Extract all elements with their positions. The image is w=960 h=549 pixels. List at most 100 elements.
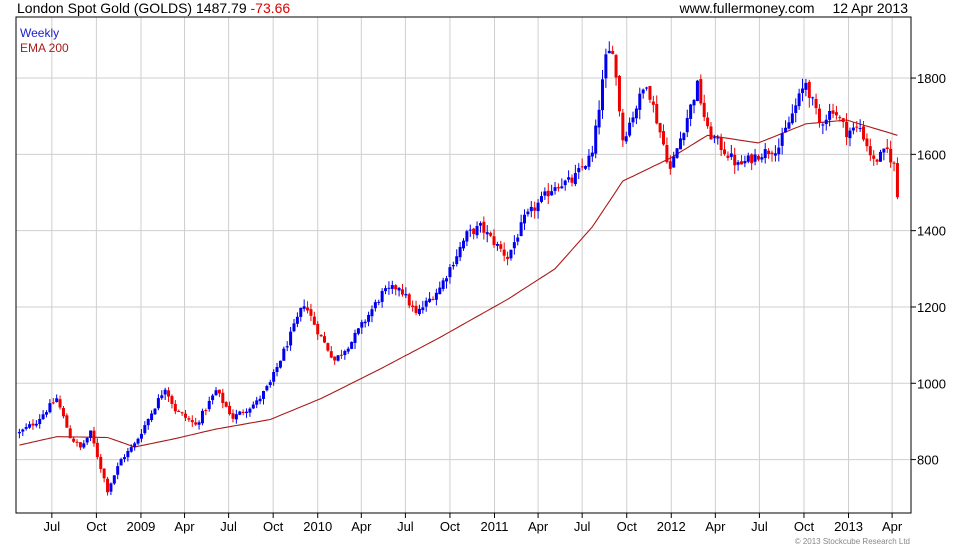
chart-legend: Weekly EMA 200 — [20, 26, 69, 56]
x-tick-label: Oct — [86, 519, 107, 534]
candle-body — [729, 153, 733, 157]
candle-body — [472, 228, 476, 235]
candle — [387, 281, 391, 295]
x-tick-label: Oct — [794, 519, 815, 534]
candle-body — [841, 118, 845, 122]
candle — [845, 113, 849, 146]
candle-body — [207, 400, 211, 410]
candle — [241, 409, 245, 416]
candle — [455, 249, 459, 267]
candle-body — [699, 79, 703, 104]
candle — [245, 408, 249, 418]
candle-body — [753, 154, 757, 162]
candle — [675, 148, 679, 159]
candle-body — [702, 102, 706, 118]
candle-body — [173, 403, 177, 412]
candle — [526, 208, 530, 217]
x-tick-label: Oct — [617, 519, 638, 534]
candle-body — [380, 291, 384, 302]
candle — [672, 151, 676, 168]
candle-body — [28, 424, 32, 428]
candle-body — [417, 308, 421, 315]
candle-body — [794, 105, 798, 114]
candle-body — [153, 408, 157, 415]
candle-body — [278, 360, 282, 368]
candle-body — [68, 428, 72, 439]
candle-body — [645, 87, 649, 89]
candle — [634, 105, 638, 125]
candle-body — [65, 415, 69, 428]
candle — [214, 387, 218, 396]
candle-body — [685, 117, 689, 133]
candle — [478, 221, 482, 233]
candle — [72, 436, 76, 443]
candle — [780, 127, 784, 155]
candle-body — [160, 395, 164, 399]
candle-body — [228, 405, 232, 415]
candle-body — [214, 390, 218, 396]
candle — [278, 360, 282, 369]
candle — [733, 147, 737, 174]
candle — [726, 151, 730, 161]
candle — [38, 414, 42, 429]
candle — [658, 122, 662, 138]
candle — [584, 165, 588, 170]
candle — [390, 280, 394, 295]
candle-body — [689, 104, 693, 119]
candle-body — [668, 161, 672, 169]
candle-body — [478, 223, 482, 226]
candle-body — [167, 390, 171, 397]
candle-body — [367, 314, 371, 322]
candle — [621, 108, 625, 148]
chart-date: 12 Apr 2013 — [832, 0, 908, 16]
candle — [628, 117, 632, 138]
candle-body — [573, 173, 577, 185]
candle-body — [465, 231, 469, 242]
candle — [841, 117, 845, 128]
candle — [631, 111, 635, 128]
candle-body — [617, 76, 621, 112]
candle-body — [404, 294, 408, 296]
candle — [187, 415, 191, 422]
candle-body — [336, 355, 340, 361]
candle-body — [21, 429, 25, 432]
candle — [336, 355, 340, 362]
source-site[interactable]: www.fullermoney.com — [679, 0, 815, 16]
candle-body — [824, 119, 828, 125]
candle — [523, 209, 527, 230]
candle — [261, 390, 265, 405]
candle-body — [414, 305, 418, 313]
candle — [492, 229, 496, 248]
candle-body — [424, 300, 428, 307]
candle-body — [329, 351, 333, 358]
candle — [89, 430, 93, 442]
candle-body — [323, 336, 327, 343]
candle — [224, 401, 228, 408]
candle-body — [265, 386, 269, 391]
candle — [153, 408, 157, 415]
candle — [787, 116, 791, 130]
candle-body — [526, 211, 530, 215]
candle — [709, 122, 713, 140]
candle-body — [760, 157, 764, 160]
candle-body — [845, 121, 849, 138]
candle — [92, 426, 96, 447]
candle — [190, 415, 194, 427]
candle — [68, 425, 72, 439]
candle — [702, 94, 706, 122]
candle — [736, 160, 740, 171]
candle-body — [523, 214, 527, 224]
candle — [821, 122, 825, 134]
candle-body — [346, 348, 350, 352]
candle-body — [536, 202, 540, 212]
candle-body — [512, 242, 516, 249]
candle — [519, 214, 523, 237]
candle — [139, 429, 143, 443]
candle-body — [112, 475, 116, 484]
candle — [868, 138, 872, 161]
candle-body — [231, 413, 235, 419]
candle — [397, 286, 401, 297]
candle — [58, 395, 62, 410]
candle-body — [624, 136, 628, 142]
candle-body — [638, 93, 642, 110]
